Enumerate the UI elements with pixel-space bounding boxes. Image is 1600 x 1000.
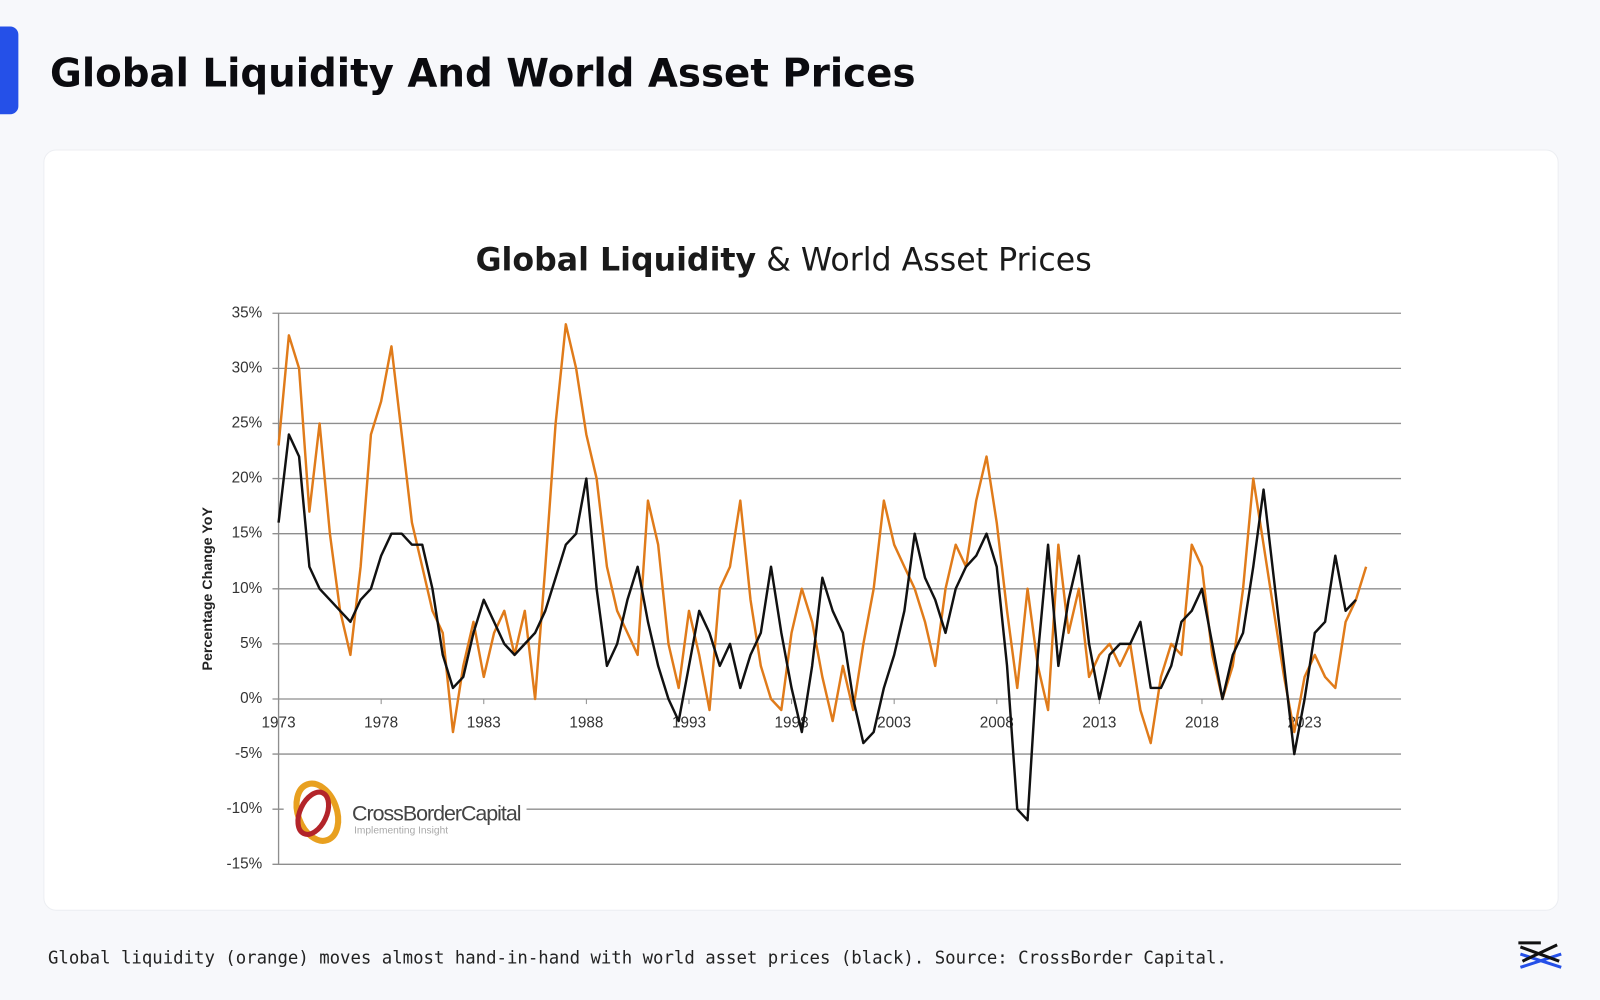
- x-tick-label: 1993: [672, 715, 706, 732]
- x-tick-label: 2013: [1082, 715, 1116, 732]
- x-tick-label: 1978: [364, 715, 398, 732]
- x-tick-label: 1983: [467, 715, 501, 732]
- series-line: [277, 433, 1357, 822]
- x-tick-label: 1988: [569, 715, 603, 732]
- caption: Global liquidity (orange) moves almost h…: [48, 948, 1227, 968]
- plot-area: 35% 30% 25% 20% 15% 10% 5% 0% -5% -10% -15% 1973 197…: [227, 304, 1402, 872]
- y-tick-label: 20%: [232, 470, 263, 487]
- logo-name: CrossBorderCapital: [352, 801, 521, 825]
- y-tick-label: -10%: [227, 800, 263, 817]
- y-tick-label: 30%: [232, 359, 263, 376]
- y-tick-label: 15%: [232, 525, 263, 542]
- chart-title: Global Liquidity & World Asset Prices: [476, 242, 1092, 278]
- y-axis-label: Percentage Change YoY: [200, 507, 216, 671]
- accent-bar: [0, 26, 19, 115]
- logo-tagline: Implementing Insight: [354, 826, 448, 837]
- y-tick-label: -15%: [227, 855, 263, 872]
- y-tick-label: 10%: [232, 580, 263, 597]
- logo: CrossBorderCapital Implementing Insight: [283, 773, 527, 852]
- x-tick-label: 2003: [877, 715, 911, 732]
- x-tick-label: 2008: [980, 715, 1014, 732]
- chart-title-rest: & World Asset Prices: [766, 242, 1092, 278]
- y-tick-label: 0%: [240, 690, 263, 707]
- y-tick-label: 5%: [240, 635, 263, 652]
- card: [43, 149, 1559, 911]
- x-tick-label: 1973: [262, 715, 296, 732]
- y-tick-label: 35%: [232, 304, 263, 321]
- chart-title-bold: Global Liquidity: [476, 242, 757, 278]
- brand-icon: [1518, 941, 1562, 969]
- x-tick-label: 2018: [1185, 715, 1219, 732]
- logo-swirl: [295, 789, 332, 837]
- y-tick-label: -5%: [235, 745, 263, 762]
- y-tick-label: 25%: [232, 415, 263, 432]
- page-title: Global Liquidity And World Asset Prices: [50, 52, 916, 97]
